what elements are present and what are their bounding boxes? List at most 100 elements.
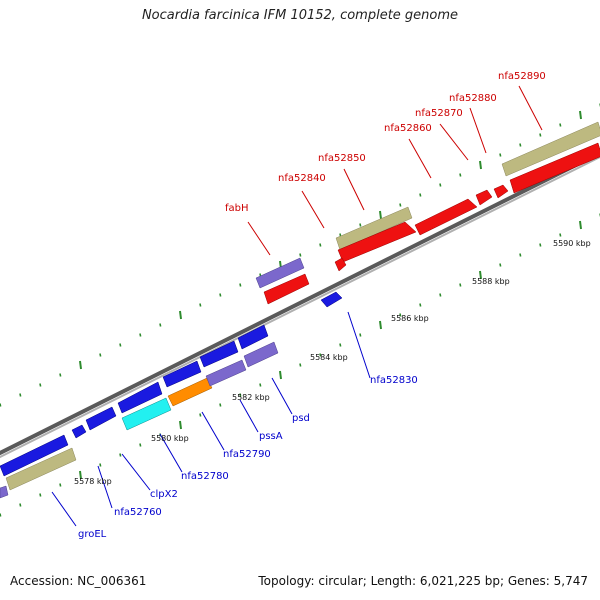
gene-nfa52780-cyan[interactable] (121, 397, 172, 431)
scale-tick (539, 133, 542, 137)
scale-tick (539, 243, 542, 247)
scale-label: 5590 kbp (553, 239, 591, 248)
scale-tick (479, 160, 482, 170)
label-pssA[interactable]: pssA (259, 431, 283, 442)
scale-tick (0, 513, 2, 517)
scale-tick (299, 253, 302, 257)
scale-tick (299, 363, 302, 367)
reverse-leaders (51, 311, 371, 527)
gene-psd-blue[interactable] (237, 324, 269, 350)
label-fabH[interactable]: fabH (225, 203, 249, 214)
gene-nfa52890-region[interactable] (501, 121, 600, 177)
reverse-labels: groEL nfa52760 clpX2 nfa52780 nfa52790 p… (78, 375, 418, 540)
scale-tick (379, 210, 382, 220)
gene-nfa52840[interactable] (263, 273, 310, 305)
scale-tick (519, 143, 522, 147)
scale-tick (359, 223, 362, 227)
scale-tick (459, 283, 462, 287)
scale-tick (0, 403, 2, 407)
gene-groEL[interactable] (0, 434, 69, 477)
scale-tick (499, 263, 502, 267)
gene-groEL-upper[interactable] (5, 447, 77, 491)
scale-tick (419, 193, 422, 197)
map-title: Nocardia farcinica IFM 10152, complete g… (141, 8, 459, 23)
scale-tick (499, 153, 502, 157)
label-nfa52880[interactable]: nfa52880 (449, 93, 497, 104)
scale-tick (139, 333, 142, 337)
scale-tick (339, 343, 342, 347)
label-nfa52840[interactable]: nfa52840 (278, 173, 326, 184)
gene-pssA[interactable] (205, 359, 247, 387)
label-nfa52830[interactable]: nfa52830 (370, 375, 418, 386)
label-nfa52790[interactable]: nfa52790 (223, 449, 271, 460)
gene-clpX2[interactable] (85, 406, 117, 431)
scale-label: 5584 kbp (310, 353, 348, 362)
gene-psd[interactable] (243, 341, 279, 368)
scale-tick (79, 360, 82, 370)
scale-tick (459, 173, 462, 177)
label-nfa52860[interactable]: nfa52860 (384, 123, 432, 134)
gene-edge-left[interactable] (0, 485, 9, 499)
gene-small-red[interactable] (334, 257, 347, 272)
scale-tick (319, 243, 322, 247)
scale-tick (39, 383, 42, 387)
scale-tick (439, 183, 442, 187)
scale-tick (479, 270, 482, 280)
gene-nfa52860[interactable] (414, 198, 478, 236)
scale-tick (79, 470, 82, 480)
scale-tick (239, 393, 242, 397)
scale-label: 5586 kbp (391, 314, 429, 323)
scale-tick (99, 463, 102, 467)
scale-tick (139, 443, 142, 447)
gene-nfa52880[interactable] (493, 184, 509, 199)
scale-tick (379, 320, 382, 330)
scale-tick (199, 303, 202, 307)
gene-nfa52890[interactable] (509, 142, 600, 194)
scale-tick (159, 323, 162, 327)
gene-features (0, 121, 600, 499)
scale-tick (219, 403, 222, 407)
gene-nfa52850[interactable] (337, 221, 417, 263)
gene-nfa52790-blue[interactable] (162, 360, 202, 388)
scale-tick (199, 413, 202, 417)
label-nfa52890[interactable]: nfa52890 (498, 71, 546, 82)
scale-tick (119, 453, 122, 457)
label-nfa52780[interactable]: nfa52780 (181, 471, 229, 482)
gene-pssA-blue[interactable] (199, 340, 239, 368)
gene-fabH[interactable] (255, 257, 305, 289)
scale-tick (359, 333, 362, 337)
scale-label: 5582 kbp (232, 393, 270, 402)
genome-backbone (0, 150, 600, 459)
gene-nfa52870[interactable] (475, 189, 493, 206)
scale-tick (179, 420, 182, 430)
scale-tick (39, 493, 42, 497)
scale-tick (259, 383, 262, 387)
scale-tick (439, 293, 442, 297)
scale-tick (419, 303, 422, 307)
scale-label: 5580 kbp (151, 434, 189, 443)
gene-nfa52850-region[interactable] (335, 206, 413, 251)
gene-nfa52790[interactable] (167, 377, 213, 407)
scale-tick (19, 393, 22, 397)
label-nfa52850[interactable]: nfa52850 (318, 153, 366, 164)
label-nfa52870[interactable]: nfa52870 (415, 108, 463, 119)
scale-tick (239, 283, 242, 287)
gene-nfa52780[interactable] (117, 381, 163, 414)
scale-tick (559, 233, 562, 237)
scale-tick (559, 123, 562, 127)
gene-nfa52830[interactable] (320, 291, 343, 308)
genome-info-text: Topology: circular; Length: 6,021,225 bp… (258, 574, 588, 588)
label-psd[interactable]: psd (292, 413, 310, 424)
scale-tick (19, 503, 22, 507)
label-groEL[interactable]: groEL (78, 529, 107, 540)
forward-labels: fabH nfa52840 nfa52850 nfa52860 nfa52870… (225, 71, 546, 214)
scale-tick (59, 483, 62, 487)
label-clpX2[interactable]: clpX2 (150, 489, 178, 500)
gene-blue-small[interactable] (71, 424, 87, 439)
scale-tick (399, 203, 402, 207)
forward-leaders (247, 85, 543, 256)
label-nfa52760[interactable]: nfa52760 (114, 507, 162, 518)
scale-tick (179, 310, 182, 320)
